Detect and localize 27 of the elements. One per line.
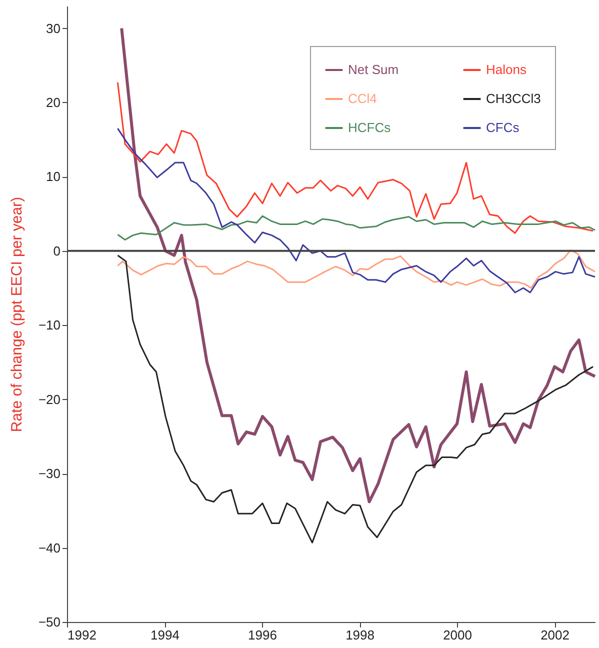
legend-label: CFCs (486, 120, 520, 135)
legend-label: CCl4 (348, 91, 377, 106)
x-tick-label: 1992 (68, 628, 96, 642)
legend-label: HCFCs (348, 120, 392, 135)
x-tick-label: 1998 (346, 628, 374, 642)
line-series (120, 26, 596, 504)
x-tick-label: 1996 (248, 628, 277, 642)
y-tick-label: −50 (38, 614, 60, 630)
y-tick-label: −20 (38, 392, 60, 407)
y-tick-label: 0 (53, 243, 60, 258)
line-series (116, 215, 596, 241)
x-tick-label: 2000 (443, 628, 472, 642)
y-tick-label: 20 (46, 94, 60, 110)
legend-label: Halons (486, 62, 527, 77)
y-tick-label: −30 (38, 466, 60, 482)
y-tick-label: 30 (46, 20, 60, 36)
y-tick-label: −10 (38, 318, 60, 333)
x-tick-label: 1994 (150, 628, 180, 642)
y-tick-label: −40 (38, 540, 60, 556)
y-tick-label: 10 (46, 169, 60, 184)
legend-label: CH3CCl3 (486, 91, 541, 106)
y-axis-title: Rate of change (ppt EECI per year) (8, 196, 26, 432)
x-tick-label: 2002 (540, 628, 570, 642)
line-series (116, 82, 594, 234)
line-series (116, 254, 594, 544)
line-series (116, 249, 596, 289)
legend-label: Net Sum (348, 62, 399, 77)
